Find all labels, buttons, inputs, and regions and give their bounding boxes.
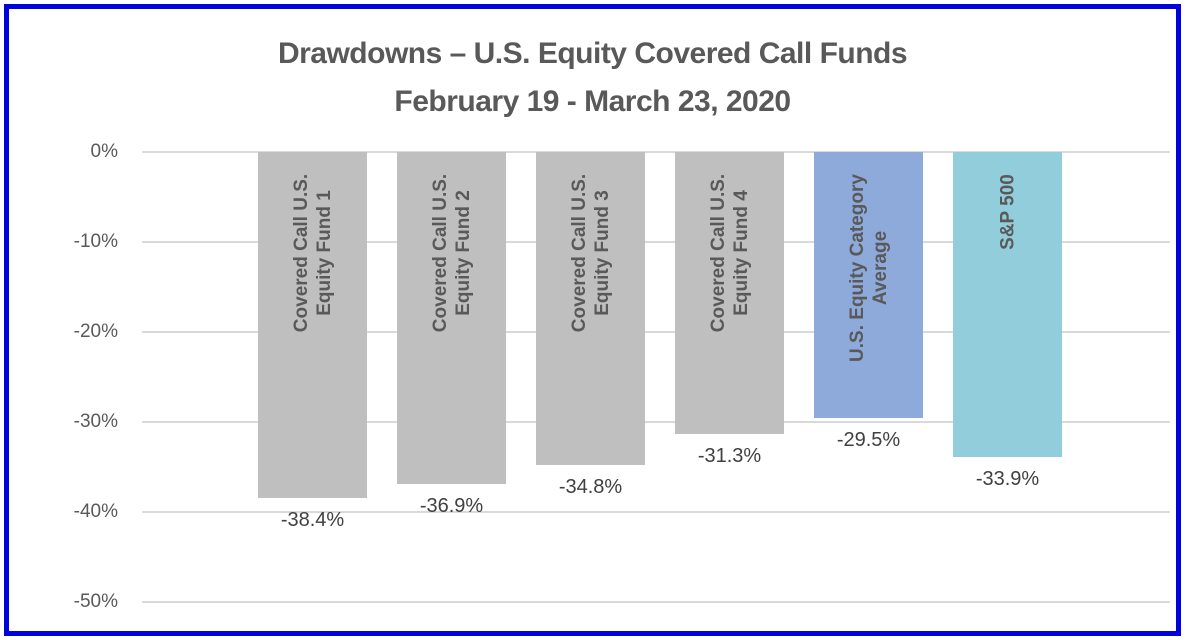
chart-title-block: Drawdowns – U.S. Equity Covered Call Fun…	[0, 30, 1185, 126]
bar-value-label: -31.3%	[697, 445, 762, 467]
chart-subtitle: February 19 - March 23, 2020	[394, 85, 791, 118]
gridline	[142, 511, 1170, 513]
gridline	[142, 241, 1170, 243]
bar-u-s-equity-category-average	[814, 152, 923, 418]
bar-value-label: -34.8%	[558, 476, 623, 498]
y-axis-tick-label: -10%	[73, 231, 118, 252]
bar-covered-call-u-s-equity-fund-1	[258, 152, 367, 498]
bar-category-label: Covered Call U.S. Equity Fund 2	[429, 173, 474, 333]
y-axis-tick-label: 0%	[90, 141, 118, 162]
bar-category-label: Covered Call U.S. Equity Fund 3	[568, 173, 613, 333]
y-axis-tick-label: -50%	[73, 591, 118, 612]
gridline	[142, 601, 1170, 603]
bar-value-label: -33.9%	[975, 468, 1040, 490]
chart-title: Drawdowns – U.S. Equity Covered Call Fun…	[277, 37, 908, 70]
bar-category-label: S&P 500	[997, 174, 1018, 250]
bar-covered-call-u-s-equity-fund-4	[675, 152, 784, 434]
bar-value-label: -36.9%	[419, 495, 484, 517]
bar-covered-call-u-s-equity-fund-3	[536, 152, 645, 465]
bar-category-label: Covered Call U.S. Equity Fund 4	[707, 173, 752, 333]
gridline	[142, 151, 1170, 153]
y-axis-tick-label: -40%	[73, 501, 118, 522]
bar-covered-call-u-s-equity-fund-2	[397, 152, 506, 484]
bar-category-label: Covered Call U.S. Equity Fund 1	[290, 173, 335, 333]
gridline	[142, 421, 1170, 423]
bar-value-label: -38.4%	[280, 509, 345, 531]
y-axis-tick-label: -20%	[73, 321, 118, 342]
bar-category-label: U.S. Equity Category Average	[846, 174, 891, 362]
bar-s-p-500	[953, 152, 1062, 457]
bar-value-label: -29.5%	[836, 429, 901, 451]
gridline	[142, 331, 1170, 333]
y-axis-tick-label: -30%	[73, 411, 118, 432]
